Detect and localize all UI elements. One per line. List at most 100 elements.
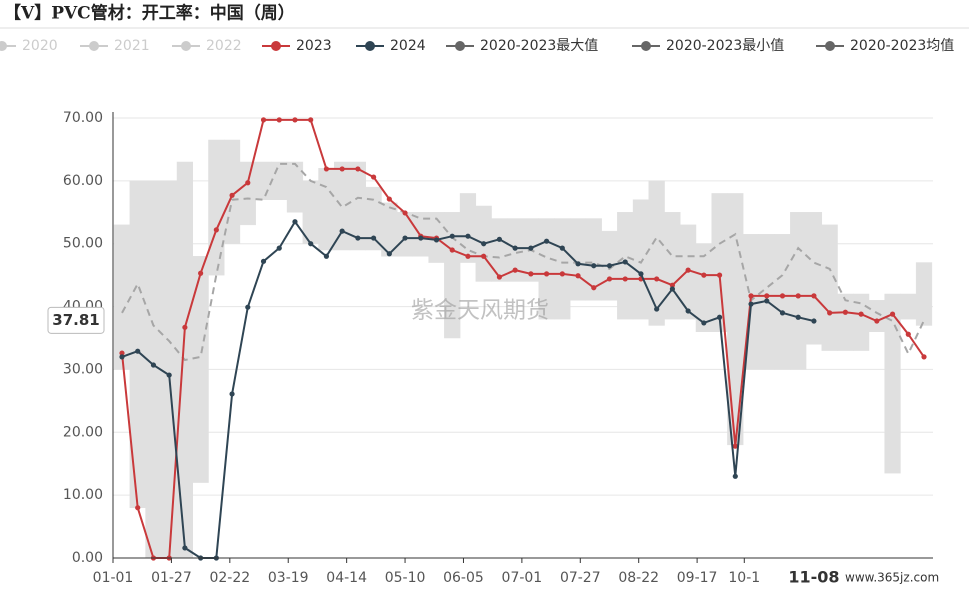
- data-point: [654, 276, 660, 282]
- data-point: [119, 354, 125, 360]
- x-tick-label: 05-10: [385, 570, 426, 586]
- legend-item[interactable]: 2022: [172, 38, 242, 54]
- data-point: [543, 271, 550, 277]
- y-tick-label: 20.00: [63, 424, 103, 440]
- data-point: [748, 293, 754, 299]
- x-tick-label: 01-27: [151, 570, 192, 586]
- legend-item[interactable]: 2023: [262, 38, 332, 54]
- range-band: [208, 139, 225, 276]
- legend-marker: [0, 41, 7, 51]
- legend-label: 2020-2023均值: [850, 38, 954, 54]
- data-point: [669, 286, 675, 292]
- y-tick-label: 50.00: [63, 236, 103, 252]
- data-point: [716, 314, 723, 320]
- data-point: [748, 301, 754, 307]
- range-band: [334, 161, 351, 251]
- legend-label: 2022: [206, 38, 242, 54]
- x-tick-label: 09-17: [677, 570, 718, 586]
- legend-item[interactable]: 2020-2023最小值: [632, 38, 784, 54]
- legend-item[interactable]: 2020-2023均值: [816, 38, 954, 54]
- legend-marker: [271, 41, 281, 51]
- data-point: [858, 311, 864, 317]
- range-band: [868, 300, 885, 332]
- chart-title: 【V】PVC管材：开工率：中国（周）: [4, 3, 295, 24]
- data-point: [339, 228, 345, 234]
- data-point: [889, 311, 896, 317]
- source-watermark: www.365jz.com: [845, 571, 939, 585]
- data-point: [198, 270, 204, 276]
- pointer-y-label: 37.81: [52, 311, 99, 329]
- data-point: [779, 293, 786, 299]
- data-point: [371, 174, 377, 180]
- range-band: [774, 234, 791, 370]
- range-band: [900, 293, 917, 320]
- data-point: [701, 320, 707, 326]
- data-point: [795, 293, 801, 299]
- data-point: [402, 235, 408, 241]
- range-band: [286, 161, 304, 213]
- x-tick-label: 02-22: [209, 570, 250, 586]
- data-point: [260, 258, 267, 264]
- data-point: [386, 196, 392, 202]
- data-point: [135, 348, 141, 354]
- data-point: [842, 309, 848, 315]
- data-point: [260, 117, 267, 123]
- data-point: [449, 247, 455, 253]
- data-point: [528, 271, 534, 277]
- data-point: [135, 505, 141, 511]
- data-point: [874, 318, 880, 324]
- data-point: [119, 350, 125, 356]
- data-point: [496, 236, 503, 242]
- data-point: [355, 166, 361, 172]
- data-point: [292, 117, 298, 123]
- range-band: [271, 161, 288, 200]
- range-band: [444, 212, 461, 339]
- data-point: [308, 241, 314, 247]
- legend-label: 2020: [22, 38, 58, 54]
- legend-item[interactable]: 2024: [356, 38, 426, 54]
- range-band: [239, 161, 256, 226]
- data-point: [764, 293, 770, 299]
- legend-item[interactable]: 2021: [80, 38, 150, 54]
- range-band: [491, 218, 508, 282]
- x-tick-label: 10-1: [728, 570, 760, 586]
- legend-marker: [89, 41, 99, 51]
- y-tick-label: 30.00: [63, 361, 103, 377]
- range-band: [554, 218, 571, 320]
- data-point: [779, 310, 786, 316]
- data-point: [559, 271, 565, 277]
- data-point: [371, 235, 377, 241]
- data-point: [591, 285, 597, 291]
- data-point: [811, 318, 817, 324]
- x-tick-label: 04-14: [326, 570, 367, 586]
- range-band: [790, 212, 807, 370]
- y-tick-label: 0.00: [72, 550, 103, 566]
- range-band: [192, 256, 209, 483]
- range-band: [915, 262, 933, 326]
- data-point: [638, 271, 644, 277]
- data-point: [622, 276, 628, 282]
- data-point: [575, 273, 581, 279]
- x-tick-label: 07-27: [560, 570, 601, 586]
- range-band: [318, 168, 335, 251]
- data-point: [716, 272, 723, 278]
- data-point: [245, 304, 251, 310]
- data-point: [433, 237, 440, 243]
- legend-label: 2023: [296, 38, 332, 54]
- data-point: [150, 362, 157, 368]
- data-point: [559, 245, 565, 251]
- watermark: 紫金天风期货: [411, 298, 549, 324]
- data-point: [465, 253, 471, 259]
- data-point: [276, 245, 282, 251]
- legend-item[interactable]: 2020-2023最大值: [446, 38, 598, 54]
- data-point: [575, 261, 581, 267]
- data-point: [481, 253, 487, 259]
- range-band: [711, 193, 728, 332]
- data-point: [182, 324, 188, 330]
- data-point: [512, 267, 518, 273]
- data-point: [496, 274, 503, 280]
- legend-label: 2020-2023最小值: [666, 38, 784, 54]
- data-point: [308, 117, 314, 123]
- legend-item[interactable]: 2020: [0, 38, 58, 54]
